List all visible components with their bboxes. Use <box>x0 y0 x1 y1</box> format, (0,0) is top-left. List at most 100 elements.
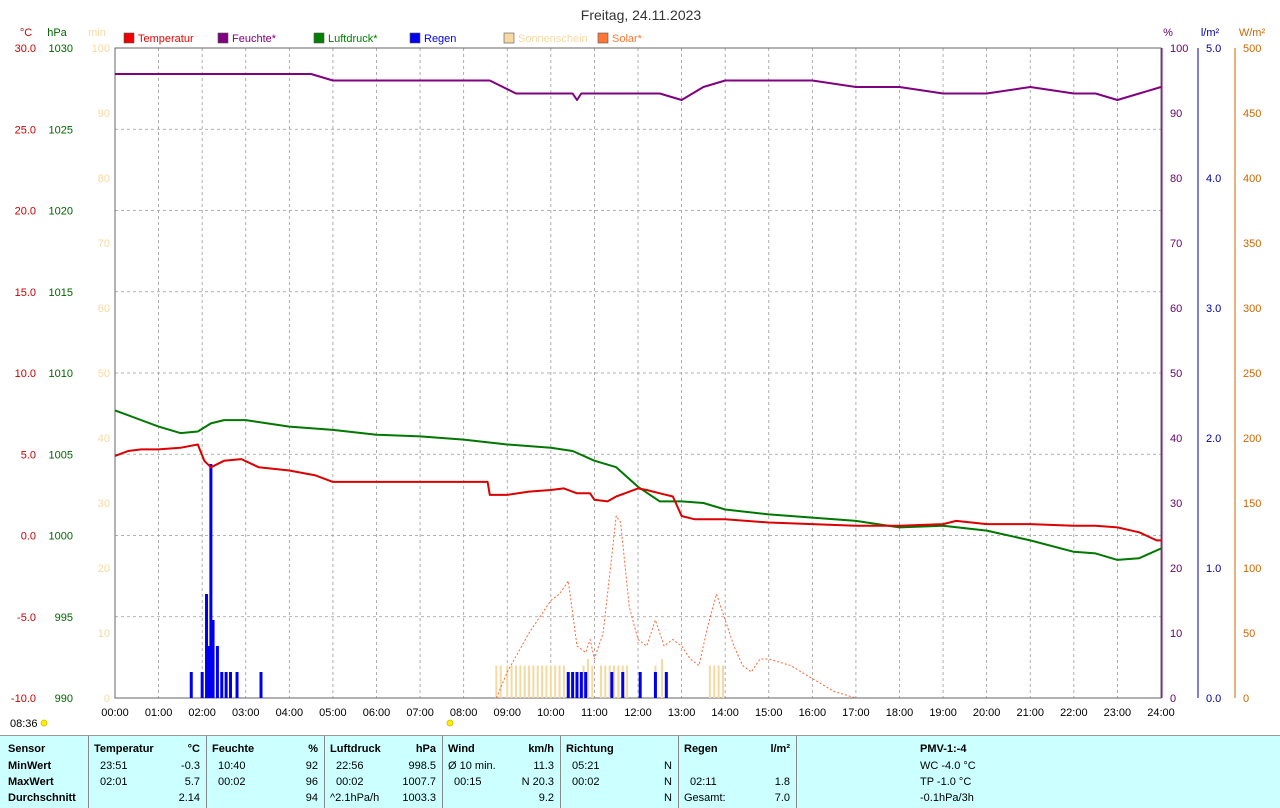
x-tick-label: 01:00 <box>145 707 173 719</box>
pressure-tick-label: 1015 <box>49 287 73 299</box>
max-temp-value: 5.7 <box>184 776 200 788</box>
bar-sonnenschein <box>626 665 629 698</box>
min-temp-time: 23:51 <box>100 760 128 772</box>
bar-regen <box>211 620 215 698</box>
min-dir-time: 05:21 <box>572 760 600 772</box>
legend-label: Temperatur <box>138 33 194 45</box>
humidity-tick-label: 0 <box>1170 693 1176 705</box>
solar-tick-label: 250 <box>1243 368 1261 380</box>
bar-regen <box>638 672 642 698</box>
bar-regen <box>621 672 625 698</box>
bar-sonnenschein <box>549 665 552 698</box>
pressure-tick-label: 995 <box>55 612 73 624</box>
bar-regen <box>584 672 588 698</box>
solar-tick-label: 500 <box>1243 43 1261 55</box>
column-divider <box>796 736 797 808</box>
bar-regen <box>228 672 232 698</box>
bar-sonnenschein <box>599 665 602 698</box>
solar-tick-label: 200 <box>1243 433 1261 445</box>
sensor-header: Sensor <box>8 743 46 755</box>
bar-regen <box>189 672 193 698</box>
legend-label: Regen <box>424 33 456 45</box>
legend-swatch <box>313 32 325 44</box>
avg-hum-value: 94 <box>305 792 318 804</box>
bar-regen <box>664 672 668 698</box>
humidity-tick-label: 60 <box>1170 303 1182 315</box>
humidity-tick-label: 50 <box>1170 368 1182 380</box>
column-divider <box>678 736 679 808</box>
x-tick-label: 04:00 <box>276 707 304 719</box>
axis-unit-labels: °C hPa min % l/m² W/m² <box>20 27 1266 39</box>
max-hum-value: 96 <box>305 776 318 788</box>
x-tick-label: 21:00 <box>1016 707 1044 719</box>
chart-bars <box>189 464 724 698</box>
x-axis-labels: 00:00 01:00 02:00 03:00 04:00 05:00 06:00 07:00… <box>101 707 1175 719</box>
humidity-tick-label: 20 <box>1170 563 1182 575</box>
series-luftdruck <box>114 409 1162 561</box>
sunshine_minutes-tick-label: 0 <box>104 693 110 705</box>
bar-sonnenschein <box>562 665 565 698</box>
humidity-tick-label: 30 <box>1170 498 1182 510</box>
pressure-unit-header: hPa <box>415 743 436 755</box>
x-tick-label: 16:00 <box>799 707 827 719</box>
pmv-dew-point: TP -1.0 °C <box>920 776 972 788</box>
rain-tick-label: 5.0 <box>1206 43 1221 55</box>
solar-tick-label: 0 <box>1243 693 1249 705</box>
legend-label: Luftdruck* <box>328 33 378 45</box>
column-divider <box>324 736 325 808</box>
column-divider <box>442 736 443 808</box>
bar-sonnenschein <box>499 665 502 698</box>
min-press-time: 22:56 <box>336 760 364 772</box>
legend-label: Solar* <box>612 33 643 45</box>
solar-unit-label: W/m² <box>1239 27 1266 39</box>
x-tick-label: 22:00 <box>1060 707 1088 719</box>
bar-sonnenschein <box>608 665 611 698</box>
legend-swatch <box>597 32 609 44</box>
pressure-trend: ^2.1hPa/h <box>330 792 380 804</box>
avg-dir-value: N <box>664 792 672 804</box>
pressure-tick-label: 1010 <box>49 368 73 380</box>
bar-regen <box>205 594 209 698</box>
rain-tick-label: 1.0 <box>1206 563 1221 575</box>
statistics-panel: Sensor Temperatur °C Feuchte % Luftdruck… <box>0 735 1280 808</box>
min-press-value: 998.5 <box>408 760 436 772</box>
sun-marker-icon <box>40 719 48 727</box>
x-tick-label: 18:00 <box>886 707 914 719</box>
sunshine_minutes-tick-label: 50 <box>98 368 110 380</box>
solar-tick-label: 100 <box>1243 563 1261 575</box>
max-press-value: 1007.7 <box>402 776 436 788</box>
bar-sonnenschein <box>545 665 548 698</box>
x-tick-label: 07:00 <box>406 707 434 719</box>
pressure-header: Luftdruck <box>330 743 381 755</box>
humidity-tick-label: 40 <box>1170 433 1182 445</box>
temperature-tick-label: -5.0 <box>17 612 36 624</box>
bar-regen <box>575 672 579 698</box>
rain-total-value: 7.0 <box>774 792 790 804</box>
chart-grid <box>114 47 1162 699</box>
chart-axes: 30.025.020.015.010.05.00.0-5.0-10.010301… <box>11 43 1261 705</box>
max-rain-time: 02:11 <box>690 776 717 788</box>
temperature-tick-label: 15.0 <box>15 287 36 299</box>
wind-unit-header: km/h <box>528 743 554 755</box>
pressure-tick-label: 1030 <box>49 43 73 55</box>
chart-legend: Temperatur Feuchte* Luftdruck* Regen Sonnens… <box>123 32 643 45</box>
x-tick-label: 20:00 <box>973 707 1001 719</box>
x-tick-label: 11:00 <box>581 707 608 719</box>
chart-title: Freitag, 24.11.2023 <box>581 7 702 23</box>
humidity-tick-label: 100 <box>1170 43 1188 55</box>
temperature-unit-header: °C <box>187 743 200 755</box>
rain-unit-header: l/m² <box>770 743 790 755</box>
bar-sonnenschein <box>519 665 522 698</box>
x-tick-label: 02:00 <box>188 707 216 719</box>
x-tick-label: 12:00 <box>624 707 652 719</box>
rain-header: Regen <box>684 743 718 755</box>
bar-sonnenschein <box>617 665 620 698</box>
bar-regen <box>207 646 211 698</box>
sunshine_minutes-tick-label: 90 <box>98 108 110 120</box>
solar-tick-label: 50 <box>1243 628 1255 640</box>
x-tick-label: 05:00 <box>319 707 347 719</box>
solar-tick-label: 400 <box>1243 173 1261 185</box>
time-marker: 08:36 <box>10 718 454 730</box>
x-tick-label: 19:00 <box>929 707 957 719</box>
max-dir-value: N <box>664 776 672 788</box>
